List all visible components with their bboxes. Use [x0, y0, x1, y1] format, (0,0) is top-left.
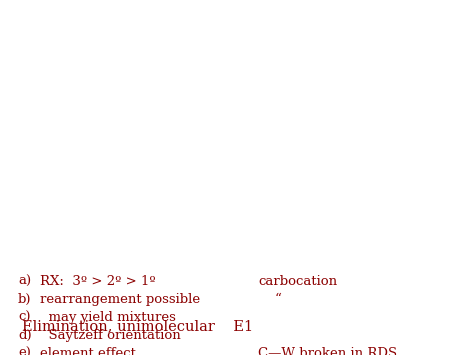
- Text: carbocation: carbocation: [258, 275, 337, 288]
- Text: RX:  3º > 2º > 1º: RX: 3º > 2º > 1º: [40, 275, 155, 288]
- Text: Saytzeff orientation: Saytzeff orientation: [40, 329, 181, 342]
- Text: c): c): [18, 311, 30, 324]
- Text: b): b): [18, 293, 31, 306]
- Text: rearrangement possible: rearrangement possible: [40, 293, 200, 306]
- Text: element effect: element effect: [40, 347, 136, 355]
- Text: may yield mixtures: may yield mixtures: [40, 311, 176, 324]
- Text: “: “: [275, 293, 282, 306]
- Text: Elimination, unimolecular    E1: Elimination, unimolecular E1: [22, 319, 253, 333]
- Text: a): a): [18, 275, 31, 288]
- Text: C—W broken in RDS: C—W broken in RDS: [258, 347, 397, 355]
- Text: e): e): [18, 347, 31, 355]
- Text: d): d): [18, 329, 32, 342]
